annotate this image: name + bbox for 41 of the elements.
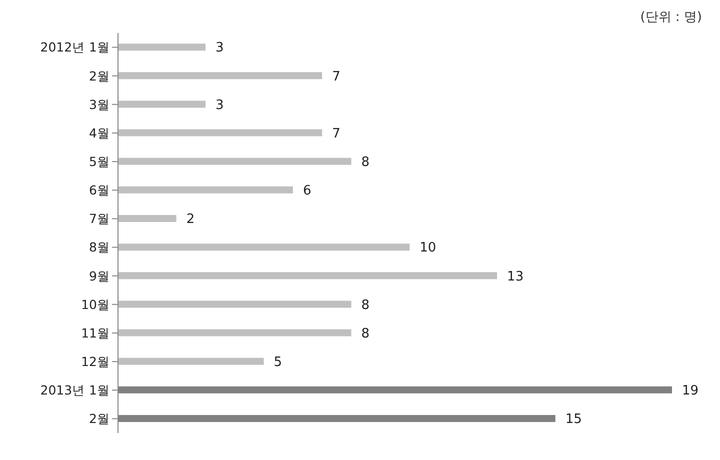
data-label: 7 (332, 69, 340, 84)
bar (118, 215, 176, 222)
y-tick-label: 7월 (89, 211, 110, 226)
bar (118, 358, 264, 365)
bar (118, 44, 206, 51)
data-label: 5 (274, 354, 282, 370)
y-tick-label: 3월 (89, 96, 110, 112)
data-label: 3 (215, 98, 224, 113)
bar (118, 129, 322, 136)
y-tick-label: 11월 (81, 325, 110, 340)
data-label: 2 (186, 212, 195, 228)
data-label: 7 (332, 126, 340, 142)
bar (118, 158, 352, 165)
data-label: 6 (302, 184, 312, 199)
bar (118, 300, 352, 308)
y-tick-label: 2월 (89, 68, 110, 84)
bar (118, 244, 410, 251)
y-tick-label: 8월 (89, 240, 110, 255)
bar (118, 272, 498, 280)
y-tick-label: 2013년 1월 (40, 382, 110, 398)
bar (118, 100, 206, 108)
data-label: 3 (215, 40, 224, 56)
bar (118, 186, 293, 194)
data-label: 15 (565, 412, 582, 428)
y-tick-label: 2012년 1월 (40, 40, 110, 55)
y-tick-label: 9월 (89, 268, 110, 284)
bar (118, 329, 352, 336)
bar (118, 72, 322, 80)
data-label: 8 (361, 154, 370, 170)
y-tick-label: 12월 (81, 354, 110, 370)
y-tick-label: 4월 (89, 125, 110, 140)
text: (단위 : 명) (640, 10, 702, 25)
y-tick-label: 10월 (81, 296, 110, 312)
data-label: 8 (361, 298, 370, 313)
y-tick-label: 2월 (89, 411, 110, 426)
data-label: 8 (361, 326, 370, 342)
y-tick-label: 5월 (89, 154, 110, 170)
data-label: 10 (420, 240, 436, 256)
data-label: 19 (682, 384, 699, 399)
y-tick-label: 6월 (89, 182, 110, 198)
data-label: 13 (507, 269, 524, 284)
